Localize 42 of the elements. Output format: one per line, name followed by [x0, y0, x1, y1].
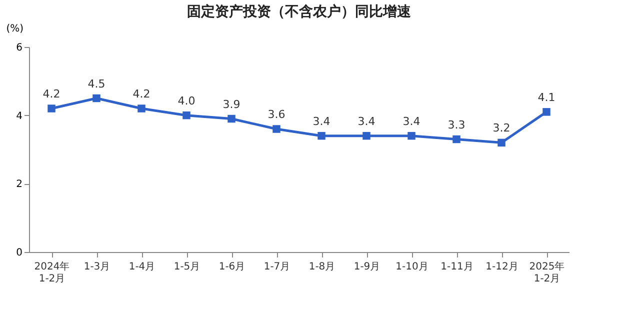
x-tick-label: 2025年 1-2月	[529, 260, 565, 284]
data-label: 4.2	[132, 88, 150, 100]
point	[272, 125, 280, 133]
data-label: 4.2	[42, 88, 60, 100]
x-tick-label: 1-3月	[84, 262, 110, 272]
x-tick-label: 1-10月	[396, 262, 428, 272]
data-label: 3.4	[358, 114, 376, 128]
x-tick-label: 1-4月	[128, 262, 156, 272]
data-label: 4.5	[88, 77, 106, 90]
point	[228, 114, 236, 123]
data-label: 3.4	[402, 114, 420, 128]
point	[452, 135, 460, 144]
point	[318, 132, 326, 140]
data-label: 3.9	[222, 98, 240, 111]
chart-title: 固定资产投资（不含农户）同比增速	[187, 3, 412, 20]
y-tick-label: 0	[16, 248, 22, 258]
point	[182, 111, 190, 120]
point	[92, 94, 100, 102]
point	[138, 104, 146, 112]
x-tick-label: 1-7月	[264, 262, 290, 272]
y-tick-label: 2	[16, 179, 22, 190]
x-tick-label: 1-12月	[486, 262, 518, 272]
x-tick-label: 1-11月	[440, 262, 474, 272]
data-label: 3.4	[312, 114, 330, 128]
point	[362, 132, 370, 140]
point	[542, 108, 550, 116]
y-tick-label: 4	[16, 110, 22, 122]
point	[48, 104, 56, 112]
y-tick-label: 6	[16, 42, 22, 54]
point	[498, 138, 506, 147]
y-axis-title: (%)	[6, 24, 24, 34]
data-label: 4.1	[538, 90, 556, 104]
point	[408, 132, 416, 140]
x-tick-label: 1-8月	[308, 262, 336, 272]
data-label: 3.6	[268, 108, 286, 121]
x-tick-label: 1-9月	[354, 262, 380, 272]
data-label: 3.2	[492, 122, 510, 135]
data-label: 3.3	[448, 118, 466, 132]
data-label: 4.0	[178, 94, 196, 108]
x-tick-label: 1-5月	[174, 262, 200, 272]
x-tick-label: 2024年 1-2月	[34, 260, 70, 284]
x-tick-label: 1-6月	[218, 262, 246, 272]
